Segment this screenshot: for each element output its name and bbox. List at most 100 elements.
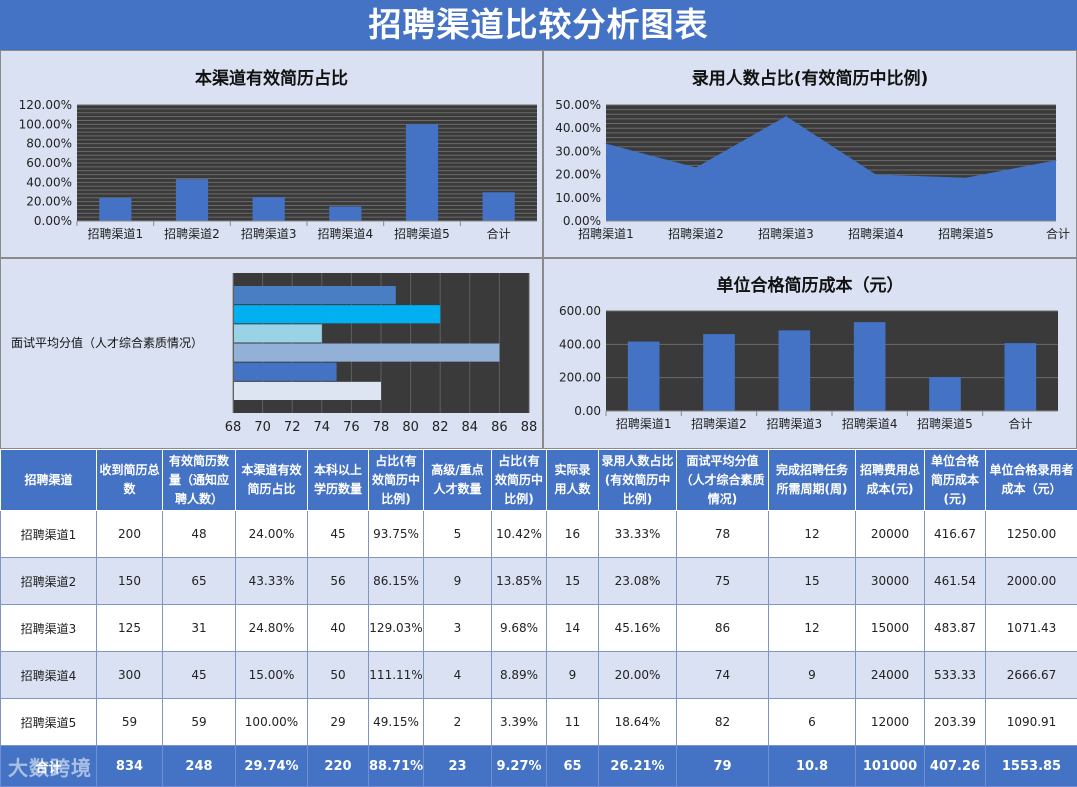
total-cell: 26.21% — [598, 745, 677, 787]
y-tick-label: 60.00% — [26, 156, 72, 170]
header-interview-score: 面试平均分值（人才综合素质情况) — [676, 449, 769, 511]
table-cell-channel: 招聘渠道3 — [0, 604, 97, 652]
table-cell: 20.00% — [598, 651, 677, 699]
table-cell: 16 — [546, 510, 599, 558]
table-cell: 111.11% — [368, 651, 424, 699]
channel-comparison-table: 招聘渠道 收到简历总数 有效简历数量（通知应聘人数） 本渠道有效简历占比 本科以… — [0, 449, 1077, 787]
table-cell: 2 — [423, 698, 492, 746]
y-tick-label: 0.00% — [34, 214, 72, 228]
table-cell: 203.39 — [924, 698, 986, 746]
bar — [929, 377, 961, 411]
table-cell: 24.80% — [235, 604, 308, 652]
bar — [703, 334, 735, 411]
bar — [329, 206, 362, 221]
x-tick-label: 82 — [432, 420, 449, 435]
area-point — [785, 115, 787, 117]
table-cell: 6 — [768, 698, 856, 746]
table-cell: 14 — [546, 604, 599, 652]
table-cell: 15.00% — [235, 651, 308, 699]
y-tick-label: 400.00 — [559, 337, 601, 351]
bar — [234, 305, 441, 324]
x-tick-label: 合计 — [1008, 416, 1032, 431]
area-point — [1055, 159, 1057, 161]
x-tick-label: 76 — [343, 420, 360, 435]
header-hire-ratio: 录用人数占比(有效简历中比例) — [598, 449, 677, 511]
table-cell: 200 — [96, 510, 163, 558]
bar — [234, 362, 337, 381]
table-cell: 5 — [423, 510, 492, 558]
table-cell: 125 — [96, 604, 163, 652]
area-point — [605, 143, 607, 145]
y-tick-label: 200.00 — [559, 371, 601, 385]
table-cell: 31 — [162, 604, 236, 652]
table-cell: 483.87 — [924, 604, 986, 652]
table-cell: 3 — [423, 604, 492, 652]
header-senior-count: 高级/重点人才数量 — [423, 449, 492, 511]
chart-title-valid-resume-ratio: 本渠道有效简历占比 — [195, 69, 348, 89]
x-tick-label: 84 — [462, 420, 479, 435]
table-cell: 75 — [676, 557, 769, 605]
table-cell: 150 — [96, 557, 163, 605]
table-cell: 129.03% — [368, 604, 424, 652]
area-point — [875, 174, 877, 176]
bar — [234, 343, 500, 362]
table-cell: 10.42% — [491, 510, 547, 558]
table-cell: 15 — [768, 557, 856, 605]
table-cell: 15 — [546, 557, 599, 605]
x-tick-label: 招聘渠道5 — [938, 227, 994, 241]
header-cycle-weeks: 完成招聘任务所需周期(周) — [768, 449, 856, 511]
bar — [175, 179, 209, 221]
table-cell: 18.64% — [598, 698, 677, 746]
table-cell: 12000 — [855, 698, 925, 746]
table-cell: 9.68% — [491, 604, 547, 652]
x-tick-label: 70 — [254, 420, 271, 435]
table-cell: 78 — [676, 510, 769, 558]
table-cell: 533.33 — [924, 651, 986, 699]
total-cell: 29.74% — [235, 745, 308, 787]
table-cell: 2000.00 — [985, 557, 1077, 605]
table-row: 招聘渠道5 59 59 100.00% 29 49.15% 2 3.39% 11 18.64% 82… — [0, 698, 1077, 746]
header-bachelor-ratio: 占比(有效简历中比例) — [368, 449, 424, 511]
table-cell: 9 — [546, 651, 599, 699]
table-cell: 56 — [307, 557, 369, 605]
table-cell: 30000 — [855, 557, 925, 605]
table-cell: 33.33% — [598, 510, 677, 558]
area-point — [695, 166, 697, 168]
x-tick-label: 招聘渠道2 — [164, 227, 220, 241]
table-cell: 74 — [676, 651, 769, 699]
y-tick-label: 50.00% — [555, 98, 601, 112]
table-cell: 43.33% — [235, 557, 308, 605]
x-tick-label: 74 — [314, 420, 331, 435]
x-tick-label: 72 — [284, 420, 301, 435]
table-cell: 24.00% — [235, 510, 308, 558]
bar — [234, 381, 381, 400]
chart-panel-interview-score: 面试平均分值（人才综合素质情况） 68 70 72 74 76 78 80 82 84 86 88 — [0, 258, 543, 449]
interview-score-axis-label: 面试平均分值（人才综合素质情况） — [11, 336, 204, 350]
total-cell: 101000 — [855, 745, 925, 787]
page-title: 招聘渠道比较分析图表 — [0, 0, 1077, 50]
area-series — [606, 116, 1056, 221]
table-cell: 12 — [768, 604, 856, 652]
bar — [853, 322, 886, 411]
x-tick-label: 86 — [491, 420, 508, 435]
table-cell: 2666.67 — [985, 651, 1077, 699]
chart-title-hire-ratio: 录用人数占比(有效简历中比例) — [691, 69, 929, 89]
table-cell: 59 — [96, 698, 163, 746]
table-cell: 65 — [162, 557, 236, 605]
hire-ratio-chart: 0.00% 10.00% 20.00% 30.00% 40.00% 50.00% 招聘渠道1… — [555, 98, 1070, 241]
x-tick-label: 招聘渠道2 — [668, 227, 724, 241]
table-cell: 15000 — [855, 604, 925, 652]
table-cell: 11 — [546, 698, 599, 746]
table-cell: 300 — [96, 651, 163, 699]
table-cell: 49.15% — [368, 698, 424, 746]
chart-title-unit-cost: 单位合格简历成本（元） — [716, 276, 904, 296]
valid-resume-ratio-chart: 0.00% 20.00% 40.00% 60.00% 80.00% 100.00% 120.… — [19, 98, 537, 241]
x-tick-label: 80 — [402, 420, 419, 435]
total-cell: 23 — [423, 745, 492, 787]
y-tick-label: 30.00% — [555, 144, 601, 158]
total-label-cell: 合计 — [0, 745, 97, 787]
total-cell: 220 — [307, 745, 369, 787]
y-tick-label: 80.00% — [26, 137, 72, 151]
y-tick-label: 20.00% — [26, 195, 72, 209]
plot-area — [606, 311, 1058, 411]
